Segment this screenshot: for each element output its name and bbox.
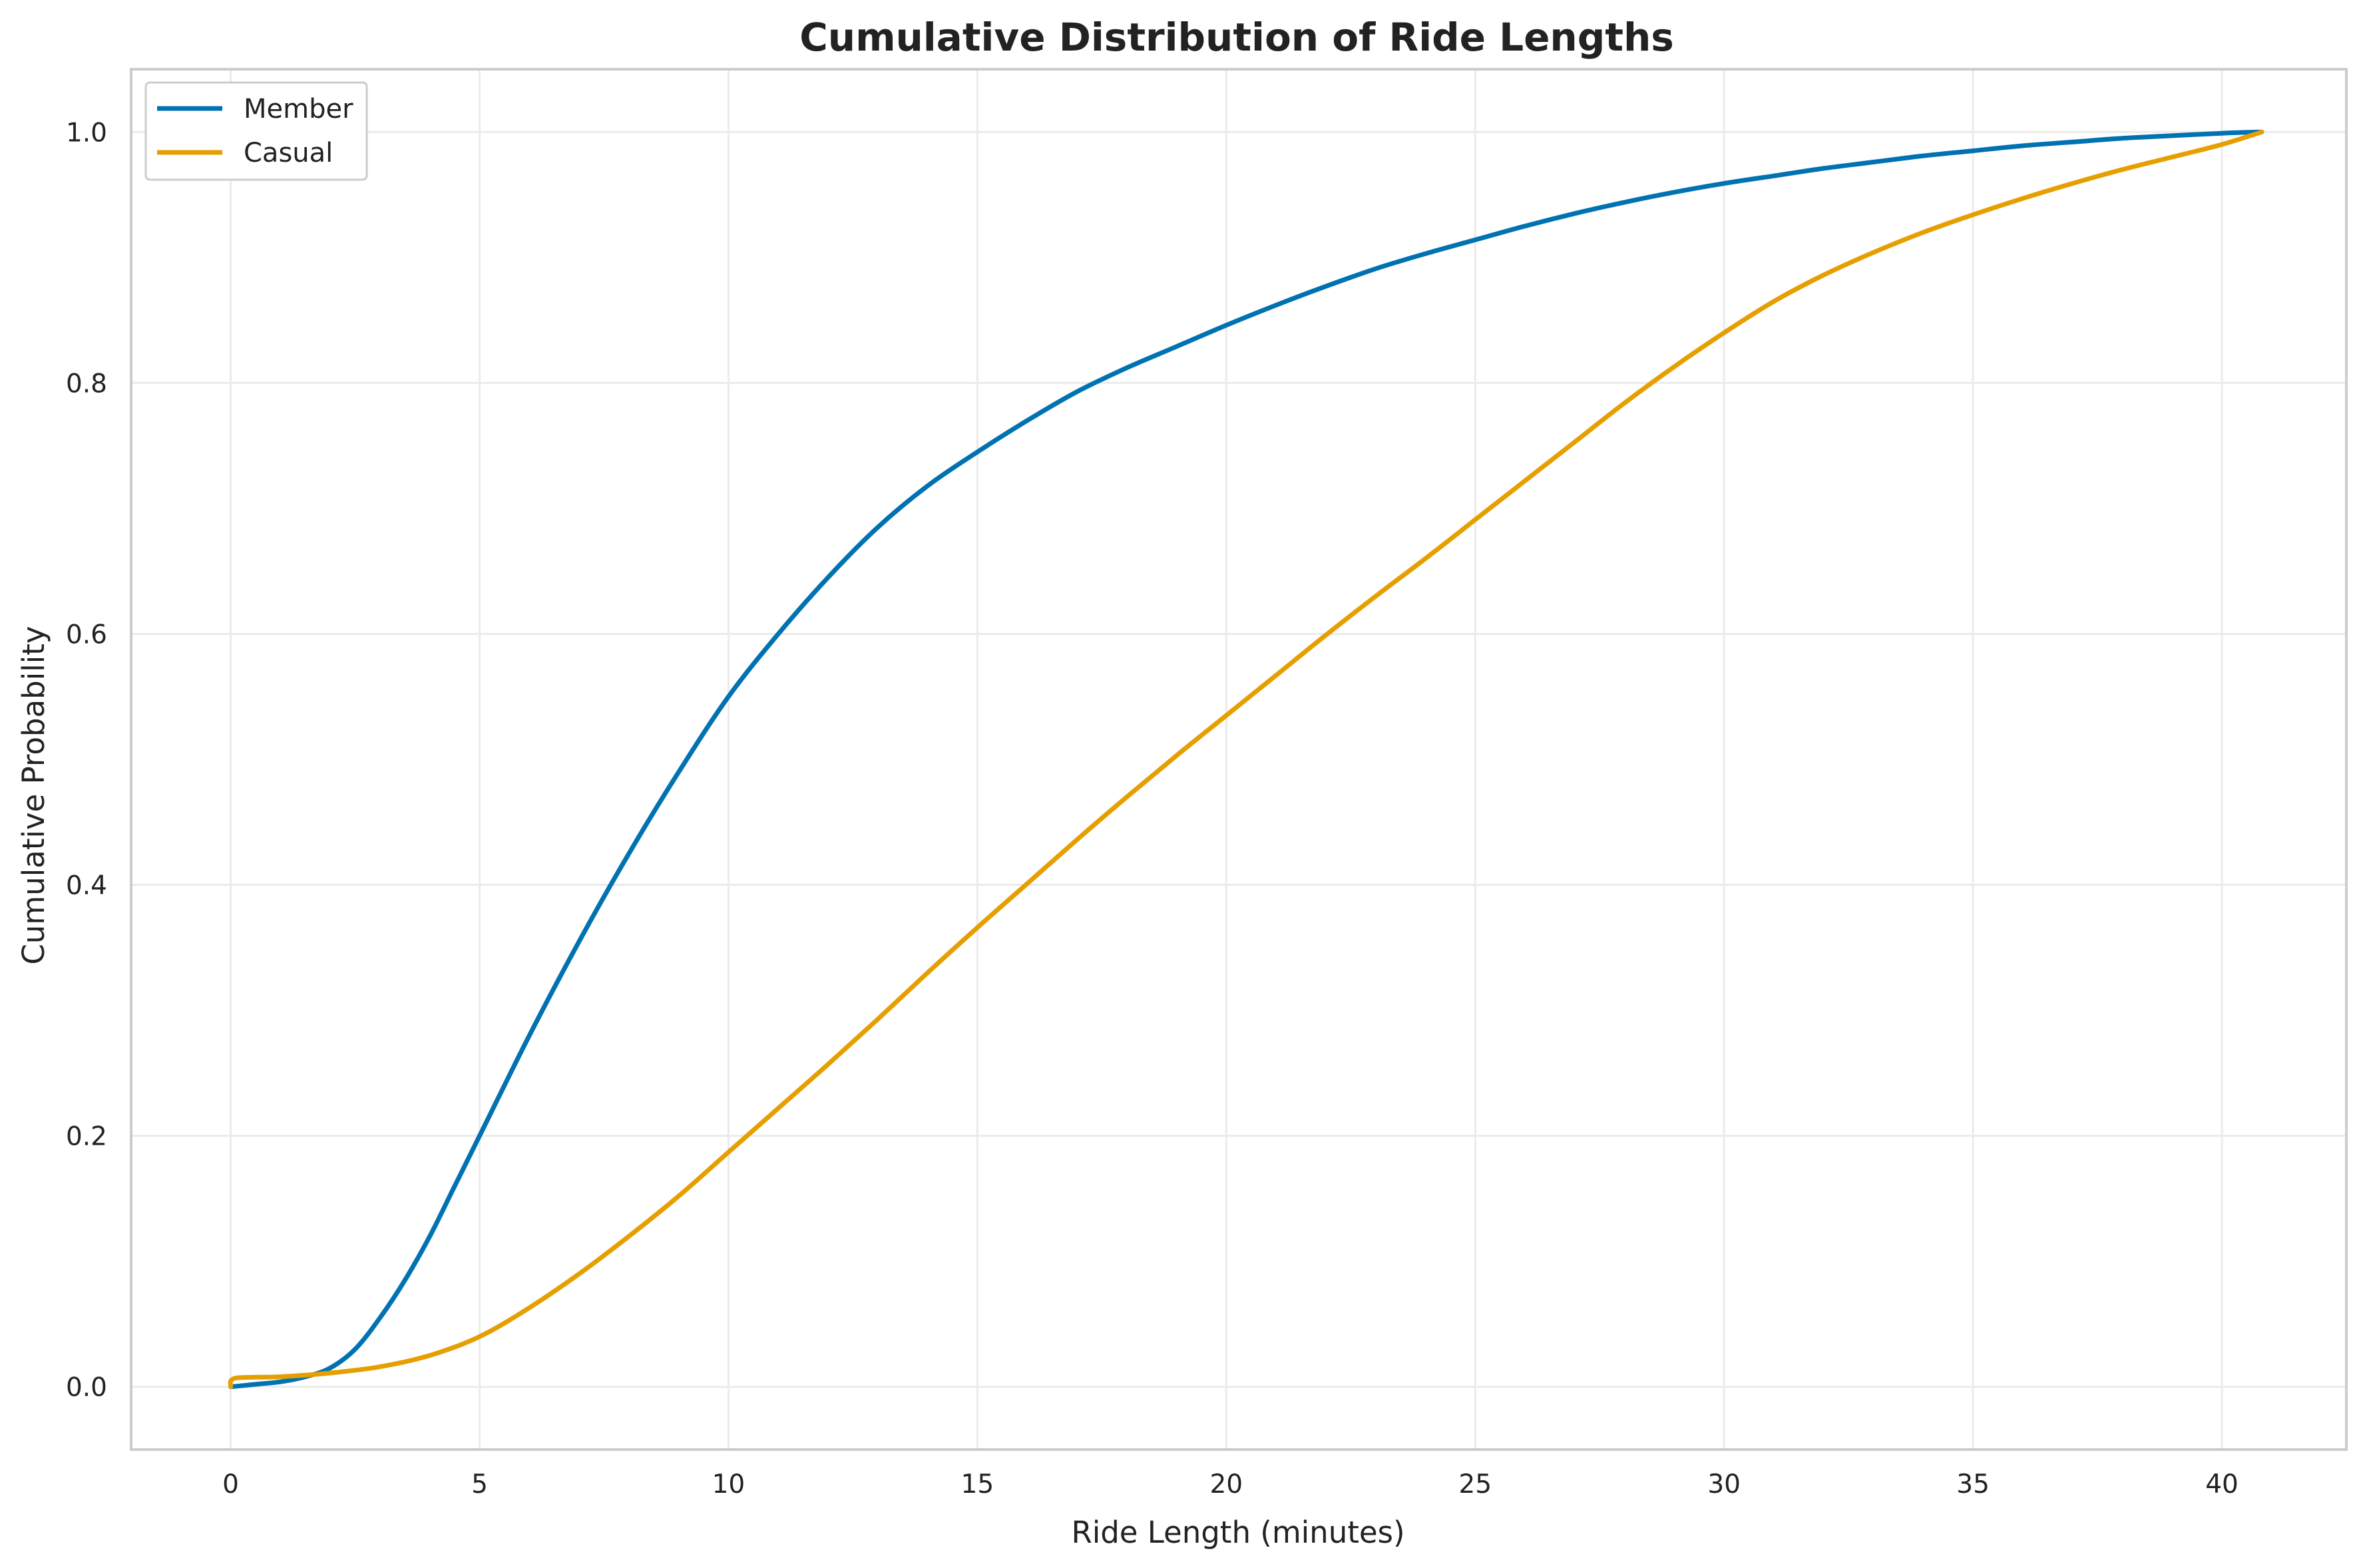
y-axis-label: Cumulative Probability: [16, 626, 51, 964]
legend-label-casual: Casual: [244, 138, 333, 168]
x-tick-label: 5: [471, 1470, 488, 1499]
y-tick-label: 0.8: [66, 369, 107, 399]
y-tick-label: 0.4: [66, 871, 107, 901]
y-tick-label: 0.0: [66, 1373, 107, 1403]
series-line-member: [228, 129, 2264, 1390]
legend: Member Casual: [144, 81, 368, 181]
x-tick-label: 40: [2205, 1470, 2239, 1499]
x-tick-label: 30: [1707, 1470, 1741, 1499]
series-lines: [228, 129, 2264, 1390]
x-tick-label: 25: [1458, 1470, 1492, 1499]
chart-title: Cumulative Distribution of Ride Lengths: [799, 15, 1674, 60]
x-tick-label: 0: [222, 1470, 239, 1499]
legend-label-member: Member: [244, 94, 353, 124]
x-axis-label: Ride Length (minutes): [1071, 1515, 1404, 1550]
x-tick-label: 15: [961, 1470, 994, 1499]
y-tick-labels: 0.0 0.2 0.4 0.6 0.8 1.0: [66, 118, 107, 1402]
series-line-casual: [228, 129, 2264, 1390]
y-tick-label: 0.6: [66, 620, 107, 650]
plot-frame: [130, 68, 2348, 1451]
x-tick-labels: 0 5 10 15 20 25 30 35 40: [222, 1470, 2239, 1499]
y-tick-label: 0.2: [66, 1122, 107, 1152]
grid: [131, 69, 2346, 1450]
x-tick-label: 20: [1209, 1470, 1243, 1499]
x-tick-label: 10: [712, 1470, 746, 1499]
x-tick-label: 35: [1956, 1470, 1990, 1499]
y-tick-label: 1.0: [66, 118, 107, 148]
